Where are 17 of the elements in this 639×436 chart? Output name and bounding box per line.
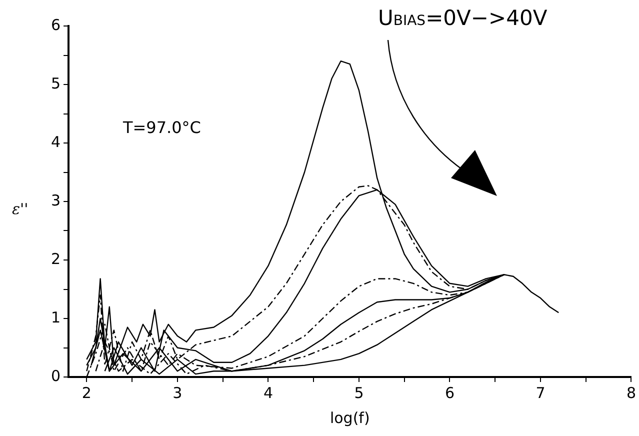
y-tick-label: 2 <box>50 250 61 268</box>
y-tick-label: 3 <box>50 191 61 210</box>
y-tick-label: 0 <box>50 366 61 385</box>
x-tick-label: 3 <box>172 384 182 402</box>
x-tick-label: 2 <box>82 384 92 402</box>
x-tick-label: 6 <box>444 384 454 402</box>
annotation: T=97.0°C <box>123 118 201 137</box>
x-tick-label: 4 <box>263 384 273 402</box>
y-tick-label: 5 <box>50 74 61 92</box>
y-tick-label: 1 <box>50 308 61 326</box>
y-tick-label: 4 <box>50 132 61 151</box>
x-tick-label: 7 <box>536 384 546 402</box>
x-axis-title: log(f) <box>330 408 370 427</box>
x-tick-label: 8 <box>626 384 636 402</box>
y-tick-label: 6 <box>50 16 61 34</box>
y-axis-title: ε'' <box>12 200 28 218</box>
x-tick-label: 5 <box>354 384 364 402</box>
